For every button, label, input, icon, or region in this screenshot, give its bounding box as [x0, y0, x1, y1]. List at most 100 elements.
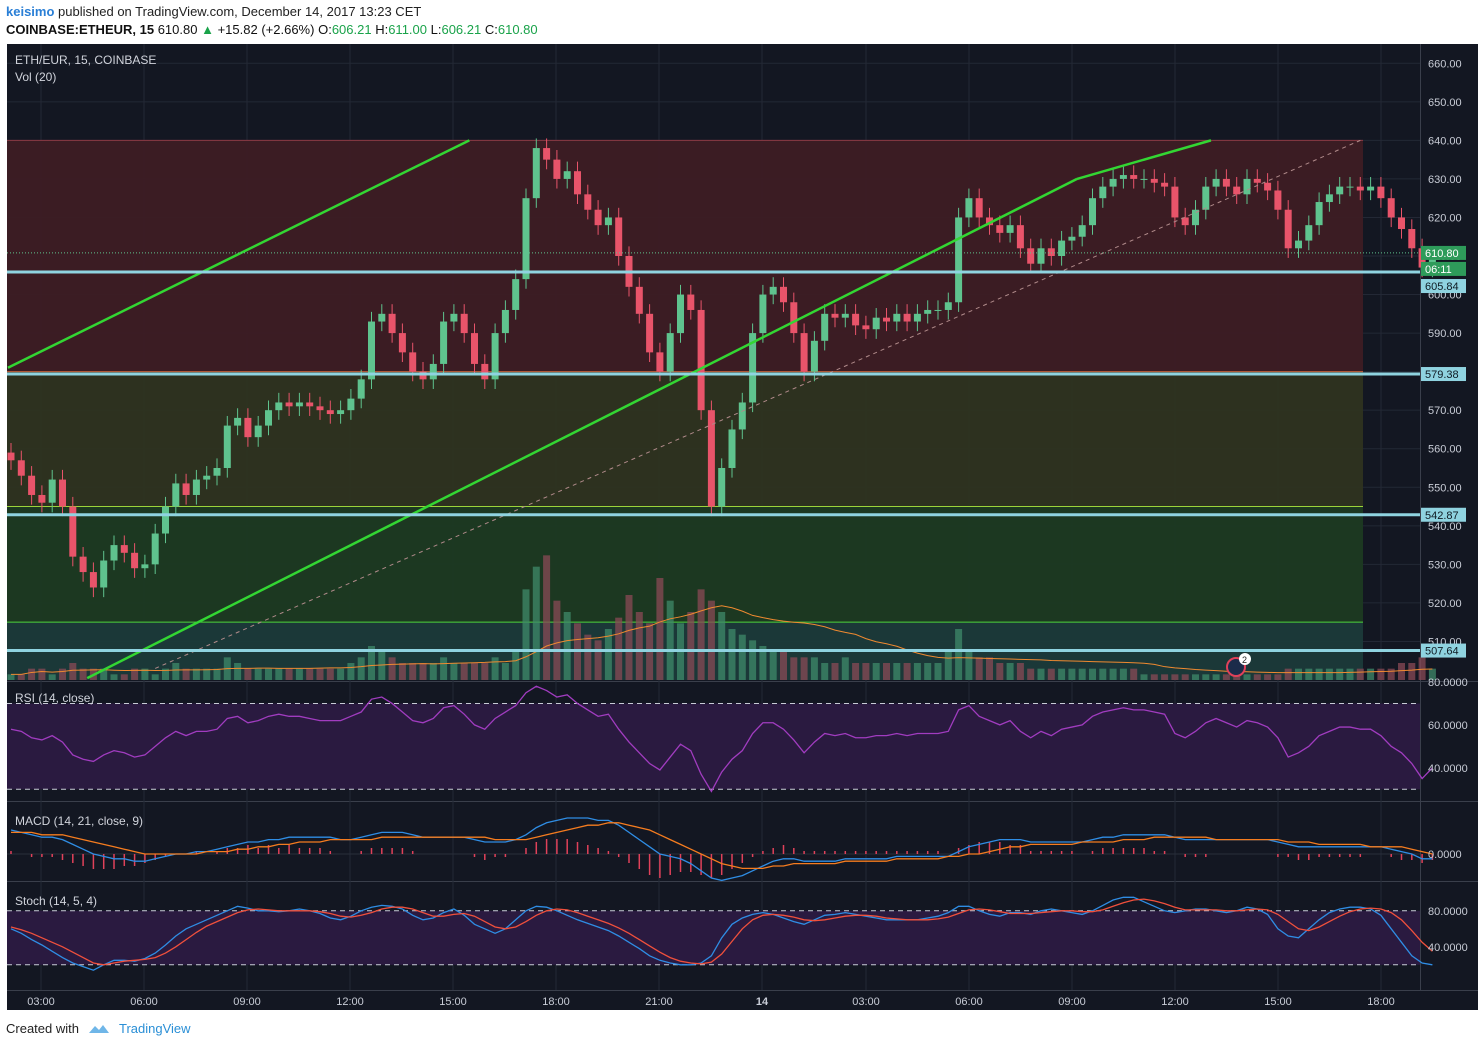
candle-body: [1016, 225, 1024, 249]
event-count-label: 2: [1242, 655, 1247, 665]
stoch-tick-label: 80.0000: [1428, 906, 1468, 918]
symbol-name: COINBASE:ETHEUR, 15: [6, 22, 155, 37]
volume-bar: [1356, 668, 1364, 680]
time-tick-label: 15:00: [1264, 996, 1292, 1008]
price-label-box: [1421, 643, 1466, 658]
median-dashed-line: [154, 139, 1361, 669]
time-tick-label: 21:00: [645, 996, 673, 1008]
time-axis-border: [7, 990, 1478, 991]
volume-bar: [440, 657, 448, 680]
volume-bar: [409, 663, 417, 680]
upper-channel-line: [7, 139, 470, 369]
volume-bar: [1253, 674, 1261, 680]
tradingview-link[interactable]: TradingView: [118, 1021, 191, 1036]
price-axis-border: [1420, 44, 1421, 990]
volume-bar: [1047, 668, 1055, 680]
volume-bar: [59, 668, 66, 680]
candle-body: [275, 402, 283, 411]
volume-bar: [69, 663, 77, 680]
candle-body: [522, 198, 530, 280]
volume-bar: [1078, 668, 1086, 680]
rsi-tick-label: 80.0000: [1428, 677, 1468, 689]
volume-bar: [522, 589, 530, 680]
close-label: C:: [484, 22, 498, 37]
volume-bar: [635, 612, 643, 680]
candle-body: [1264, 182, 1272, 191]
candle-body: [604, 217, 612, 226]
volume-bar: [265, 668, 272, 680]
volume-bar: [1377, 668, 1385, 680]
candle-body: [1243, 178, 1251, 195]
candle-body: [1078, 225, 1086, 237]
candle-body: [213, 468, 221, 476]
volume-bar: [398, 663, 406, 680]
candle-body: [1140, 178, 1148, 180]
candle-body: [1047, 248, 1055, 256]
candle-body: [368, 321, 375, 380]
volume-bar: [1284, 668, 1292, 680]
fib-zone: [7, 371, 1363, 507]
rsi-tick-label: 60.0000: [1428, 720, 1468, 732]
volume-bar: [1212, 674, 1220, 680]
volume-bar: [481, 663, 489, 680]
price-label-box: [1421, 279, 1466, 294]
candle-body: [162, 506, 169, 534]
author-link[interactable]: keisimo: [6, 4, 55, 19]
volume-bar: [7, 674, 15, 680]
candle-body: [697, 309, 705, 411]
price-tick-label: 640.00: [1428, 135, 1462, 147]
signal-line: [11, 822, 1433, 870]
macd-tick-label: 0.0000: [1428, 849, 1462, 861]
volume-bar: [759, 646, 767, 680]
candle-body: [924, 309, 932, 314]
volume-bar: [213, 668, 221, 680]
candle-body: [59, 479, 66, 507]
candle-body: [1356, 186, 1364, 191]
time-tick-label: 06:00: [130, 996, 158, 1008]
open-value: 606.21: [331, 22, 372, 37]
candle-body: [306, 402, 314, 407]
volume-bar: [48, 674, 56, 680]
candle-body: [512, 279, 520, 310]
volume-bar: [1274, 674, 1282, 680]
volume-bar: [285, 668, 293, 680]
volume-bar: [450, 663, 458, 680]
time-tick-label: 12:00: [336, 996, 364, 1008]
price-tick-label: 530.00: [1428, 559, 1462, 571]
volume-bar: [656, 578, 664, 680]
volume-bar: [491, 657, 499, 680]
price-label-box: [1421, 261, 1466, 276]
candle-body: [1058, 240, 1066, 256]
volume-bar: [1222, 674, 1230, 680]
volume-bar: [460, 663, 468, 680]
candle-body: [110, 545, 118, 561]
price-tick-label: 540.00: [1428, 521, 1462, 533]
candle-body: [1325, 194, 1333, 203]
lower-channel-line: [86, 177, 1078, 680]
candle-body: [285, 402, 293, 407]
candle-body: [471, 333, 478, 364]
volume-bar: [1089, 668, 1096, 680]
candle-body: [244, 417, 252, 438]
price-tick-label: 550.00: [1428, 482, 1462, 494]
candle-body: [955, 217, 963, 303]
price-tick-label: 650.00: [1428, 97, 1462, 109]
price-tick-label: 520.00: [1428, 598, 1462, 610]
candle-body: [79, 556, 87, 573]
macd-line: [10, 817, 1433, 882]
candle-body: [635, 286, 643, 314]
volume-bar: [893, 663, 901, 680]
candle-body: [347, 398, 355, 411]
volume-bar: [831, 663, 839, 680]
volume-bar: [625, 595, 633, 680]
volume-bar: [1140, 674, 1148, 680]
volume-bar: [1016, 663, 1024, 680]
candle-body: [48, 479, 56, 503]
volume-bar: [512, 651, 520, 680]
volume-bar: [769, 651, 777, 680]
stoch-k-line: [10, 896, 1433, 971]
volume-bar: [903, 663, 911, 680]
candle-body: [440, 321, 448, 364]
volume-bar: [1171, 674, 1179, 680]
